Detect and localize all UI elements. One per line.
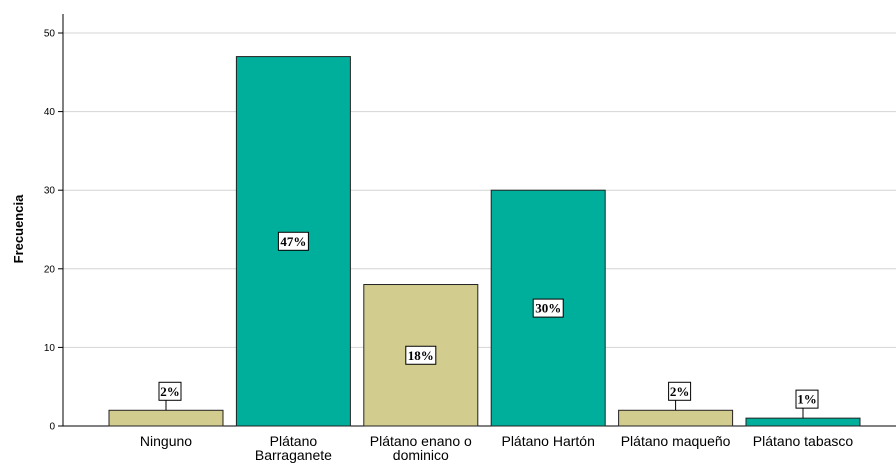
x-tick-label: Plátano enano o (370, 433, 472, 449)
y-tick-label: 30 (44, 186, 56, 197)
x-tick-label: Barraganete (255, 447, 332, 463)
bar (745, 417, 861, 427)
data-label: 2% (670, 384, 690, 399)
y-axis-title: Frecuencia (11, 194, 26, 263)
x-tick-label: Plátano maqueño (621, 433, 731, 449)
data-label: 2% (160, 384, 180, 399)
y-tick-label: 40 (44, 107, 56, 118)
data-label: 30% (535, 301, 561, 316)
y-tick-label: 0 (49, 422, 55, 433)
x-tick-label: dominico (393, 447, 449, 463)
data-label: 47% (280, 234, 306, 249)
data-label: 1% (797, 392, 817, 407)
data-label: 18% (408, 348, 434, 363)
y-tick-label: 10 (44, 343, 56, 354)
data-label-box (158, 381, 182, 401)
data-label-box (532, 298, 564, 318)
y-tick-label: 20 (44, 264, 56, 275)
data-label-box (405, 345, 437, 365)
data-label-box (795, 389, 819, 409)
x-tick-label: Plátano tabasco (753, 433, 854, 449)
x-tick-label: Ninguno (140, 433, 192, 449)
x-tick-label: Plátano Hartón (501, 433, 594, 449)
y-tick-label: 50 (44, 29, 56, 40)
data-label-box (277, 231, 309, 251)
x-tick-label: Plátano (270, 433, 318, 449)
data-label-box (668, 381, 692, 401)
bar (108, 409, 224, 427)
bar (618, 409, 734, 427)
